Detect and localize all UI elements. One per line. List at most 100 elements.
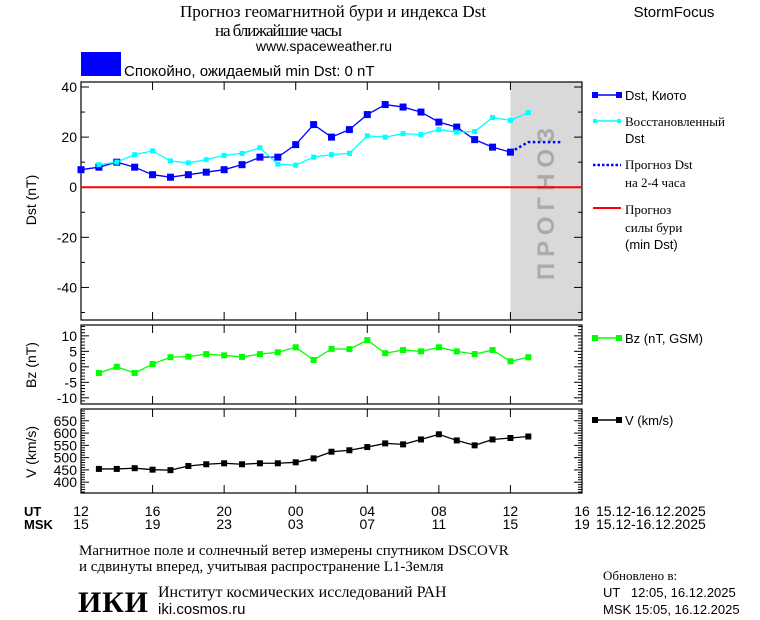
data-point [417, 348, 424, 355]
x-tick-label-msk: 07 [359, 516, 375, 532]
data-point [507, 117, 513, 123]
msk-label: MSK [24, 517, 54, 532]
data-point [185, 160, 191, 166]
data-point [292, 141, 300, 149]
legend-v-label: V (km/s) [625, 413, 673, 428]
data-point [238, 161, 246, 169]
date-range-ut: 15.12-16.12.2025 [596, 503, 706, 519]
data-point [507, 434, 514, 441]
plot-frame-0 [80, 81, 583, 321]
status-text: Спокойно, ожидаемый min Dst: 0 nT [124, 63, 375, 80]
data-point [364, 444, 371, 451]
data-point [239, 150, 245, 156]
y-tick-label: -20 [57, 229, 77, 245]
y-tick-label: 10 [61, 328, 77, 344]
data-point [167, 158, 173, 164]
x-tick-label-ut: 12 [73, 503, 89, 519]
y-tick-label: 500 [54, 450, 78, 466]
data-point [435, 431, 442, 438]
date-range-msk: 15.12-16.12.2025 [596, 516, 706, 532]
plot-frame-1 [80, 324, 583, 405]
data-point [328, 133, 335, 141]
data-point [471, 136, 479, 144]
footer-note-1: Магнитное поле и солнечный ветер измерен… [79, 543, 509, 559]
x-tick-label-ut: 20 [216, 503, 232, 519]
data-point [95, 465, 102, 472]
footer-note-2: и сдвинуты вперед, учитывая распростране… [79, 559, 444, 575]
data-point [132, 152, 138, 158]
data-point [185, 353, 192, 360]
data-point [150, 148, 156, 154]
brand: StormFocus [634, 4, 715, 21]
series-line-2-0 [98, 433, 529, 471]
x-tick-label-ut: 04 [359, 503, 375, 519]
y-tick-label: 0 [69, 359, 77, 375]
x-tick-label-msk: 11 [432, 516, 447, 532]
data-point [274, 349, 281, 356]
legend-storm-label-3: (min Dst) [625, 237, 678, 252]
y-axis-label: Bz (nT) [23, 342, 39, 388]
data-point [113, 363, 120, 370]
legend-v-marker [616, 417, 622, 423]
data-point [400, 441, 407, 448]
data-point [400, 131, 406, 137]
data-point [346, 346, 353, 353]
x-tick-label-ut: 12 [503, 503, 519, 519]
legend-bz-label: Bz (nT, GSM) [625, 331, 703, 346]
updated-ut: UT 12:05, 16.12.2025 [603, 585, 736, 600]
x-tick-label-msk: 15 [73, 516, 89, 532]
status-color-box [81, 52, 121, 76]
data-point [185, 462, 192, 469]
legend-forecast-label: Прогноз Dst [625, 157, 693, 172]
legend-storm-label: Прогноз [625, 202, 671, 217]
data-point [310, 121, 318, 129]
y-tick-label: 650 [54, 413, 78, 429]
title-line2: на ближайшие часы [215, 21, 343, 40]
data-point [453, 123, 461, 131]
y-axis-label: V (km/s) [23, 426, 39, 478]
data-point [329, 152, 334, 158]
legend-dst-marker [592, 92, 598, 98]
data-point [472, 129, 478, 135]
ut-label: UT [24, 504, 41, 519]
institute-url[interactable]: iki.cosmos.ru [158, 601, 246, 618]
data-point [400, 347, 407, 354]
legend: Dst, Киото Восстановленный Dst Прогноз D… [592, 88, 725, 428]
data-point [131, 370, 138, 377]
data-point [293, 162, 299, 168]
data-point [239, 461, 246, 468]
forecast-band-label: ПРОГНОЗ [533, 122, 560, 280]
data-point [95, 163, 103, 171]
data-point [96, 162, 102, 168]
y-tick-label: -40 [57, 279, 77, 295]
data-point [525, 110, 531, 116]
data-point [220, 166, 228, 174]
data-point [167, 354, 174, 361]
data-point [292, 459, 299, 466]
y-tick-label: 450 [54, 462, 78, 478]
y-tick-label: 40 [61, 79, 77, 95]
site-url: www.spaceweather.ru [255, 38, 392, 54]
data-point [274, 460, 281, 467]
data-point [417, 436, 424, 443]
legend-restored-label: Восстановленный [625, 114, 725, 129]
forecast-dst-line [509, 140, 561, 154]
data-point [95, 370, 102, 377]
data-point [274, 153, 282, 161]
y-tick-label: 0 [69, 179, 77, 195]
data-point [221, 152, 227, 158]
data-point [435, 118, 443, 126]
data-point [453, 437, 460, 444]
data-point [77, 166, 85, 174]
data-point [453, 348, 460, 355]
data-point [364, 133, 370, 139]
x-tick-label-msk: 19 [145, 516, 161, 532]
data-point [525, 354, 532, 361]
plot-frame-2 [80, 408, 583, 494]
x-tick-label-msk: 03 [288, 516, 304, 532]
data-point [328, 345, 335, 352]
data-point [507, 358, 514, 365]
data-point [525, 433, 532, 440]
data-point [382, 440, 389, 447]
